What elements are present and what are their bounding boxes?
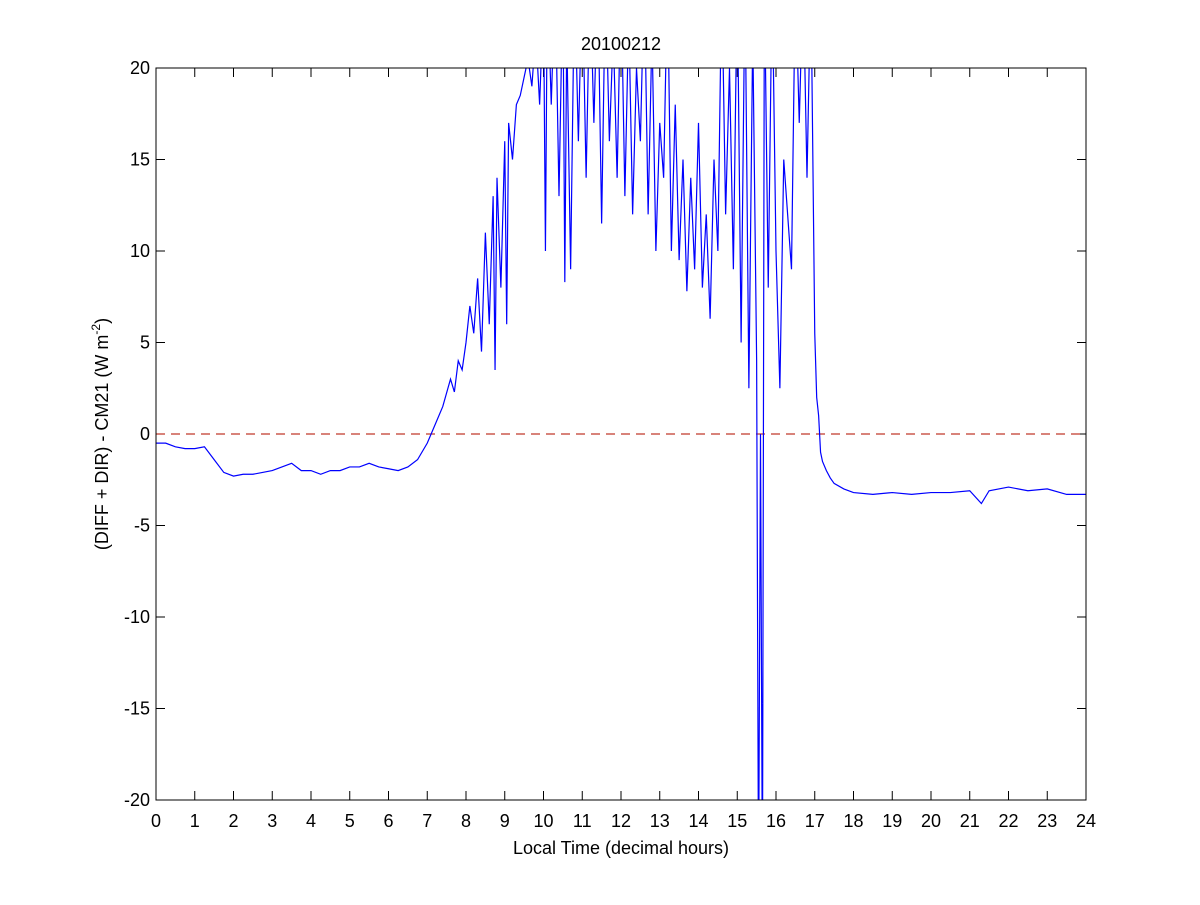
x-tick-label: 15 [727,811,747,831]
x-tick-label: 19 [882,811,902,831]
y-axis-label-main: (DIFF + DIR) - CM21 (W m [92,335,112,550]
y-tick-label: 20 [130,58,150,78]
x-tick-label: 24 [1076,811,1096,831]
x-tick-label: 10 [533,811,553,831]
x-tick-label: 2 [228,811,238,831]
x-axis-label: Local Time (decimal hours) [513,838,729,858]
x-tick-label: 18 [843,811,863,831]
x-tick-label: 20 [921,811,941,831]
y-tick-label: -15 [124,699,150,719]
x-tick-label: 8 [461,811,471,831]
y-tick-label: 10 [130,241,150,261]
x-tick-label: 7 [422,811,432,831]
y-axis-label: (DIFF + DIR) - CM21 (W m-2) [89,318,112,550]
x-tick-label: 0 [151,811,161,831]
x-tick-label: 5 [345,811,355,831]
y-tick-label: -10 [124,607,150,627]
x-tick-label: 9 [500,811,510,831]
x-tick-label: 11 [573,811,592,831]
y-tick-label: 15 [130,150,150,170]
y-tick-label: 0 [140,424,150,444]
x-tick-label: 22 [998,811,1018,831]
x-tick-label: 21 [960,811,980,831]
x-tick-label: 14 [688,811,708,831]
x-tick-label: 12 [611,811,631,831]
x-tick-label: 13 [650,811,670,831]
y-tick-label: -5 [134,516,150,536]
x-tick-label: 17 [805,811,825,831]
x-tick-label: 4 [306,811,316,831]
x-tick-label: 1 [190,811,200,831]
data-line [156,68,1086,800]
x-tick-label: 3 [267,811,277,831]
x-tick-label: 23 [1037,811,1057,831]
plot-area [156,68,1086,800]
x-tick-label: 16 [766,811,786,831]
y-tick-label: -20 [124,790,150,810]
chart-title: 20100212 [581,34,661,54]
y-axis-label-sup: -2 [89,324,103,335]
axes-box [155,67,1087,801]
y-axis-label-end: ) [92,318,112,324]
y-tick-label: 5 [140,333,150,353]
x-tick-label: 6 [383,811,393,831]
